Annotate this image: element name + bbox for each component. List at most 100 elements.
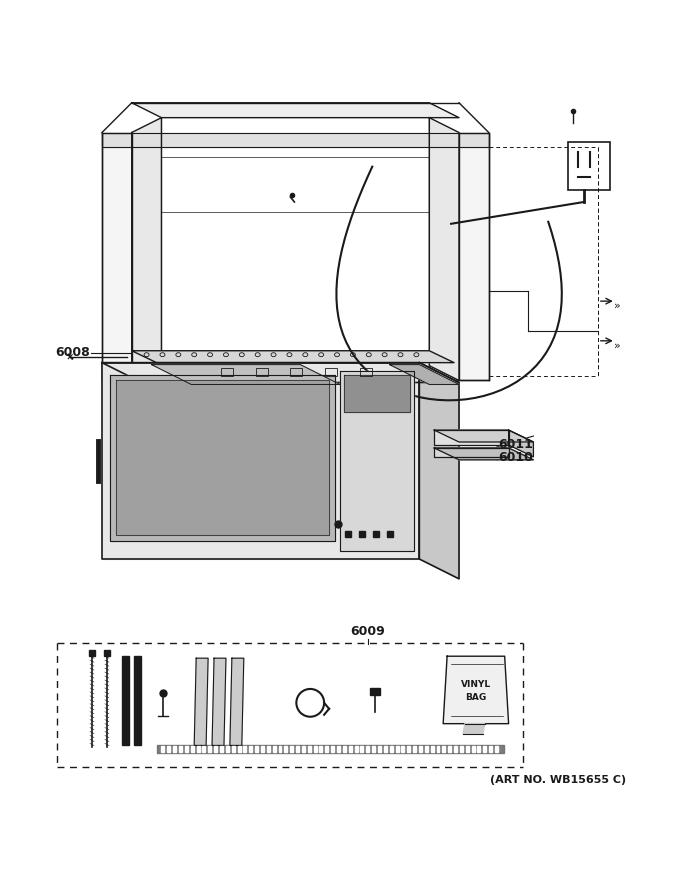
Polygon shape [104,650,110,656]
Polygon shape [396,746,398,752]
Polygon shape [197,746,199,752]
Polygon shape [489,746,492,752]
Polygon shape [132,118,161,380]
Polygon shape [340,370,414,551]
Polygon shape [443,656,509,723]
Polygon shape [110,375,335,541]
Polygon shape [296,746,299,752]
Text: VINYL: VINYL [461,680,491,690]
Text: 6010: 6010 [498,451,534,465]
Polygon shape [179,746,182,752]
Polygon shape [463,723,485,734]
Polygon shape [435,430,533,442]
Polygon shape [226,746,228,752]
Polygon shape [132,103,459,118]
Polygon shape [483,746,486,752]
Polygon shape [378,746,381,752]
Polygon shape [255,746,258,752]
Polygon shape [173,746,176,752]
Polygon shape [413,746,416,752]
Polygon shape [214,746,217,752]
Polygon shape [320,746,322,752]
Polygon shape [495,746,498,752]
Text: 6008: 6008 [55,346,90,359]
Polygon shape [203,746,205,752]
Polygon shape [313,746,317,752]
Polygon shape [250,746,252,752]
Polygon shape [261,746,264,752]
Text: 6009: 6009 [350,626,385,638]
Polygon shape [167,746,170,752]
Polygon shape [344,375,411,412]
Polygon shape [134,656,141,745]
Polygon shape [435,430,509,445]
Polygon shape [116,380,329,535]
Polygon shape [273,746,275,752]
Polygon shape [370,688,379,695]
Polygon shape [279,746,282,752]
Polygon shape [509,430,533,457]
Polygon shape [349,746,352,752]
Polygon shape [401,746,405,752]
Polygon shape [460,746,463,752]
Polygon shape [407,746,410,752]
Text: (ART NO. WB15655 C): (ART NO. WB15655 C) [490,775,626,785]
Polygon shape [308,746,311,752]
Bar [221,368,233,376]
Polygon shape [156,745,504,753]
Bar [256,368,268,376]
Polygon shape [230,658,244,745]
Polygon shape [477,746,481,752]
Text: »: » [614,341,620,351]
Polygon shape [384,746,387,752]
Polygon shape [430,746,434,752]
Polygon shape [472,746,475,752]
Polygon shape [354,746,358,752]
Polygon shape [325,746,328,752]
Polygon shape [302,746,305,752]
Polygon shape [290,746,293,752]
Polygon shape [102,133,489,148]
Polygon shape [132,351,454,363]
Polygon shape [435,448,533,460]
Bar [290,368,303,376]
Polygon shape [420,363,459,579]
Polygon shape [331,746,334,752]
Polygon shape [152,364,340,385]
Polygon shape [390,364,459,385]
Bar [360,368,372,376]
Polygon shape [161,746,165,752]
Text: BAG: BAG [465,693,486,702]
Polygon shape [437,746,439,752]
Polygon shape [232,746,235,752]
Polygon shape [435,448,509,457]
Polygon shape [243,746,246,752]
Polygon shape [220,746,223,752]
Polygon shape [284,746,288,752]
Polygon shape [372,746,375,752]
Polygon shape [122,656,129,745]
Polygon shape [102,133,132,380]
Text: 6011: 6011 [498,438,534,451]
Polygon shape [102,363,459,383]
Bar [325,368,337,376]
Polygon shape [443,746,445,752]
Polygon shape [267,746,270,752]
Text: »: » [614,301,620,312]
Polygon shape [102,363,420,559]
Polygon shape [367,746,369,752]
Polygon shape [425,746,428,752]
Polygon shape [185,746,188,752]
Bar [568,143,610,190]
Polygon shape [194,658,208,745]
Polygon shape [390,746,392,752]
Polygon shape [454,746,457,752]
Polygon shape [89,650,95,656]
Polygon shape [212,658,226,745]
Polygon shape [337,746,340,752]
Polygon shape [360,746,363,752]
Polygon shape [208,746,211,752]
Polygon shape [237,746,241,752]
Polygon shape [343,746,346,752]
Polygon shape [448,746,452,752]
